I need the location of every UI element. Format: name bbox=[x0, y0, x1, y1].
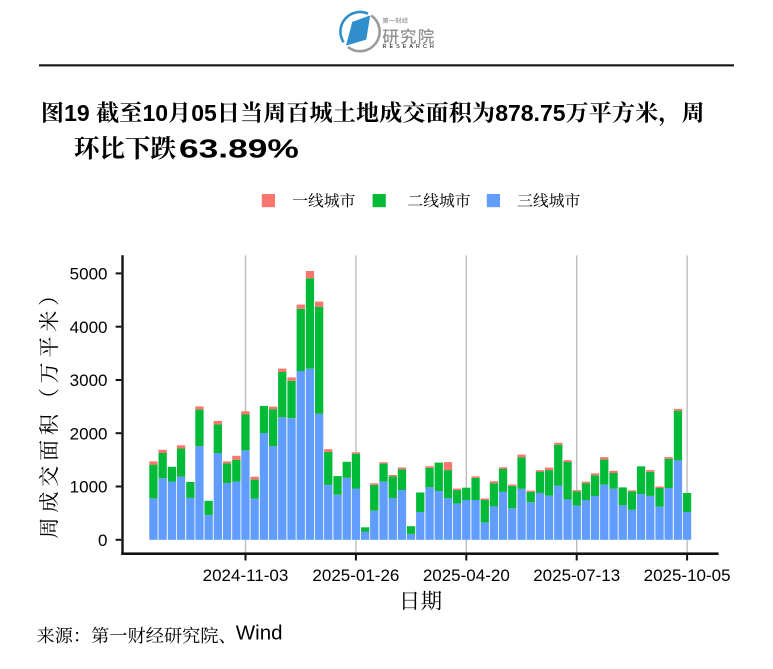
svg-text:RESEARCH: RESEARCH bbox=[383, 44, 437, 50]
svg-text:05: 05 bbox=[191, 100, 217, 126]
svg-text:2025-07-13: 2025-07-13 bbox=[533, 566, 620, 585]
svg-text:2025-01-26: 2025-01-26 bbox=[312, 566, 399, 585]
svg-text:2000: 2000 bbox=[70, 424, 108, 443]
svg-text:3000: 3000 bbox=[70, 371, 108, 390]
svg-text:0: 0 bbox=[98, 531, 107, 550]
svg-text:2024-11-03: 2024-11-03 bbox=[203, 566, 289, 585]
svg-text:2025-04-20: 2025-04-20 bbox=[423, 566, 510, 585]
svg-text:19: 19 bbox=[64, 100, 90, 126]
svg-text:Wind: Wind bbox=[236, 622, 283, 645]
svg-text:63.89%: 63.89% bbox=[179, 134, 299, 163]
svg-text:878.75: 878.75 bbox=[495, 100, 566, 126]
svg-text:4000: 4000 bbox=[70, 318, 108, 337]
svg-text:1000: 1000 bbox=[70, 478, 108, 497]
svg-text:10: 10 bbox=[143, 100, 169, 126]
svg-text:2025-10-05: 2025-10-05 bbox=[644, 566, 731, 585]
svg-text:5000: 5000 bbox=[70, 265, 108, 284]
